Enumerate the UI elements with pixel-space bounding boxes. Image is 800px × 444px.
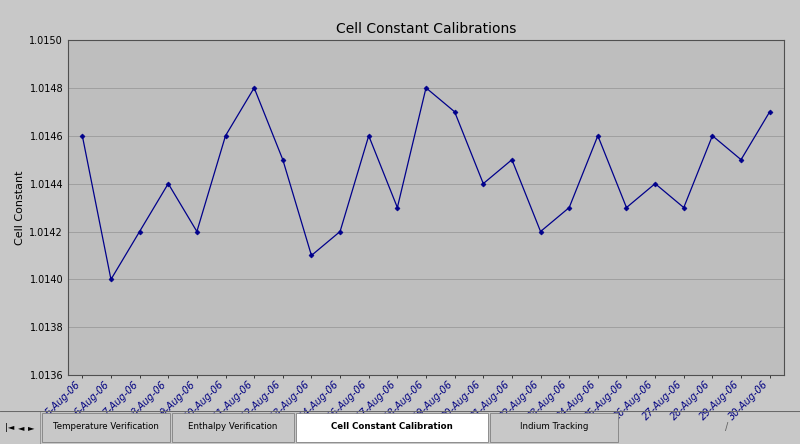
FancyBboxPatch shape (490, 413, 618, 442)
Text: ►: ► (28, 423, 34, 432)
Title: Cell Constant Calibrations: Cell Constant Calibrations (336, 22, 516, 36)
Text: /: / (725, 422, 728, 432)
FancyBboxPatch shape (172, 413, 294, 442)
Text: ◄: ◄ (18, 423, 25, 432)
FancyBboxPatch shape (296, 413, 488, 442)
FancyBboxPatch shape (42, 413, 170, 442)
Text: Temperature Verification: Temperature Verification (53, 422, 159, 431)
Text: Enthalpy Verification: Enthalpy Verification (188, 422, 278, 431)
Y-axis label: Cell Constant: Cell Constant (15, 170, 26, 245)
Text: Indium Tracking: Indium Tracking (520, 422, 588, 431)
Text: Cell Constant Calibration: Cell Constant Calibration (331, 422, 453, 431)
Text: |◄: |◄ (5, 423, 14, 432)
